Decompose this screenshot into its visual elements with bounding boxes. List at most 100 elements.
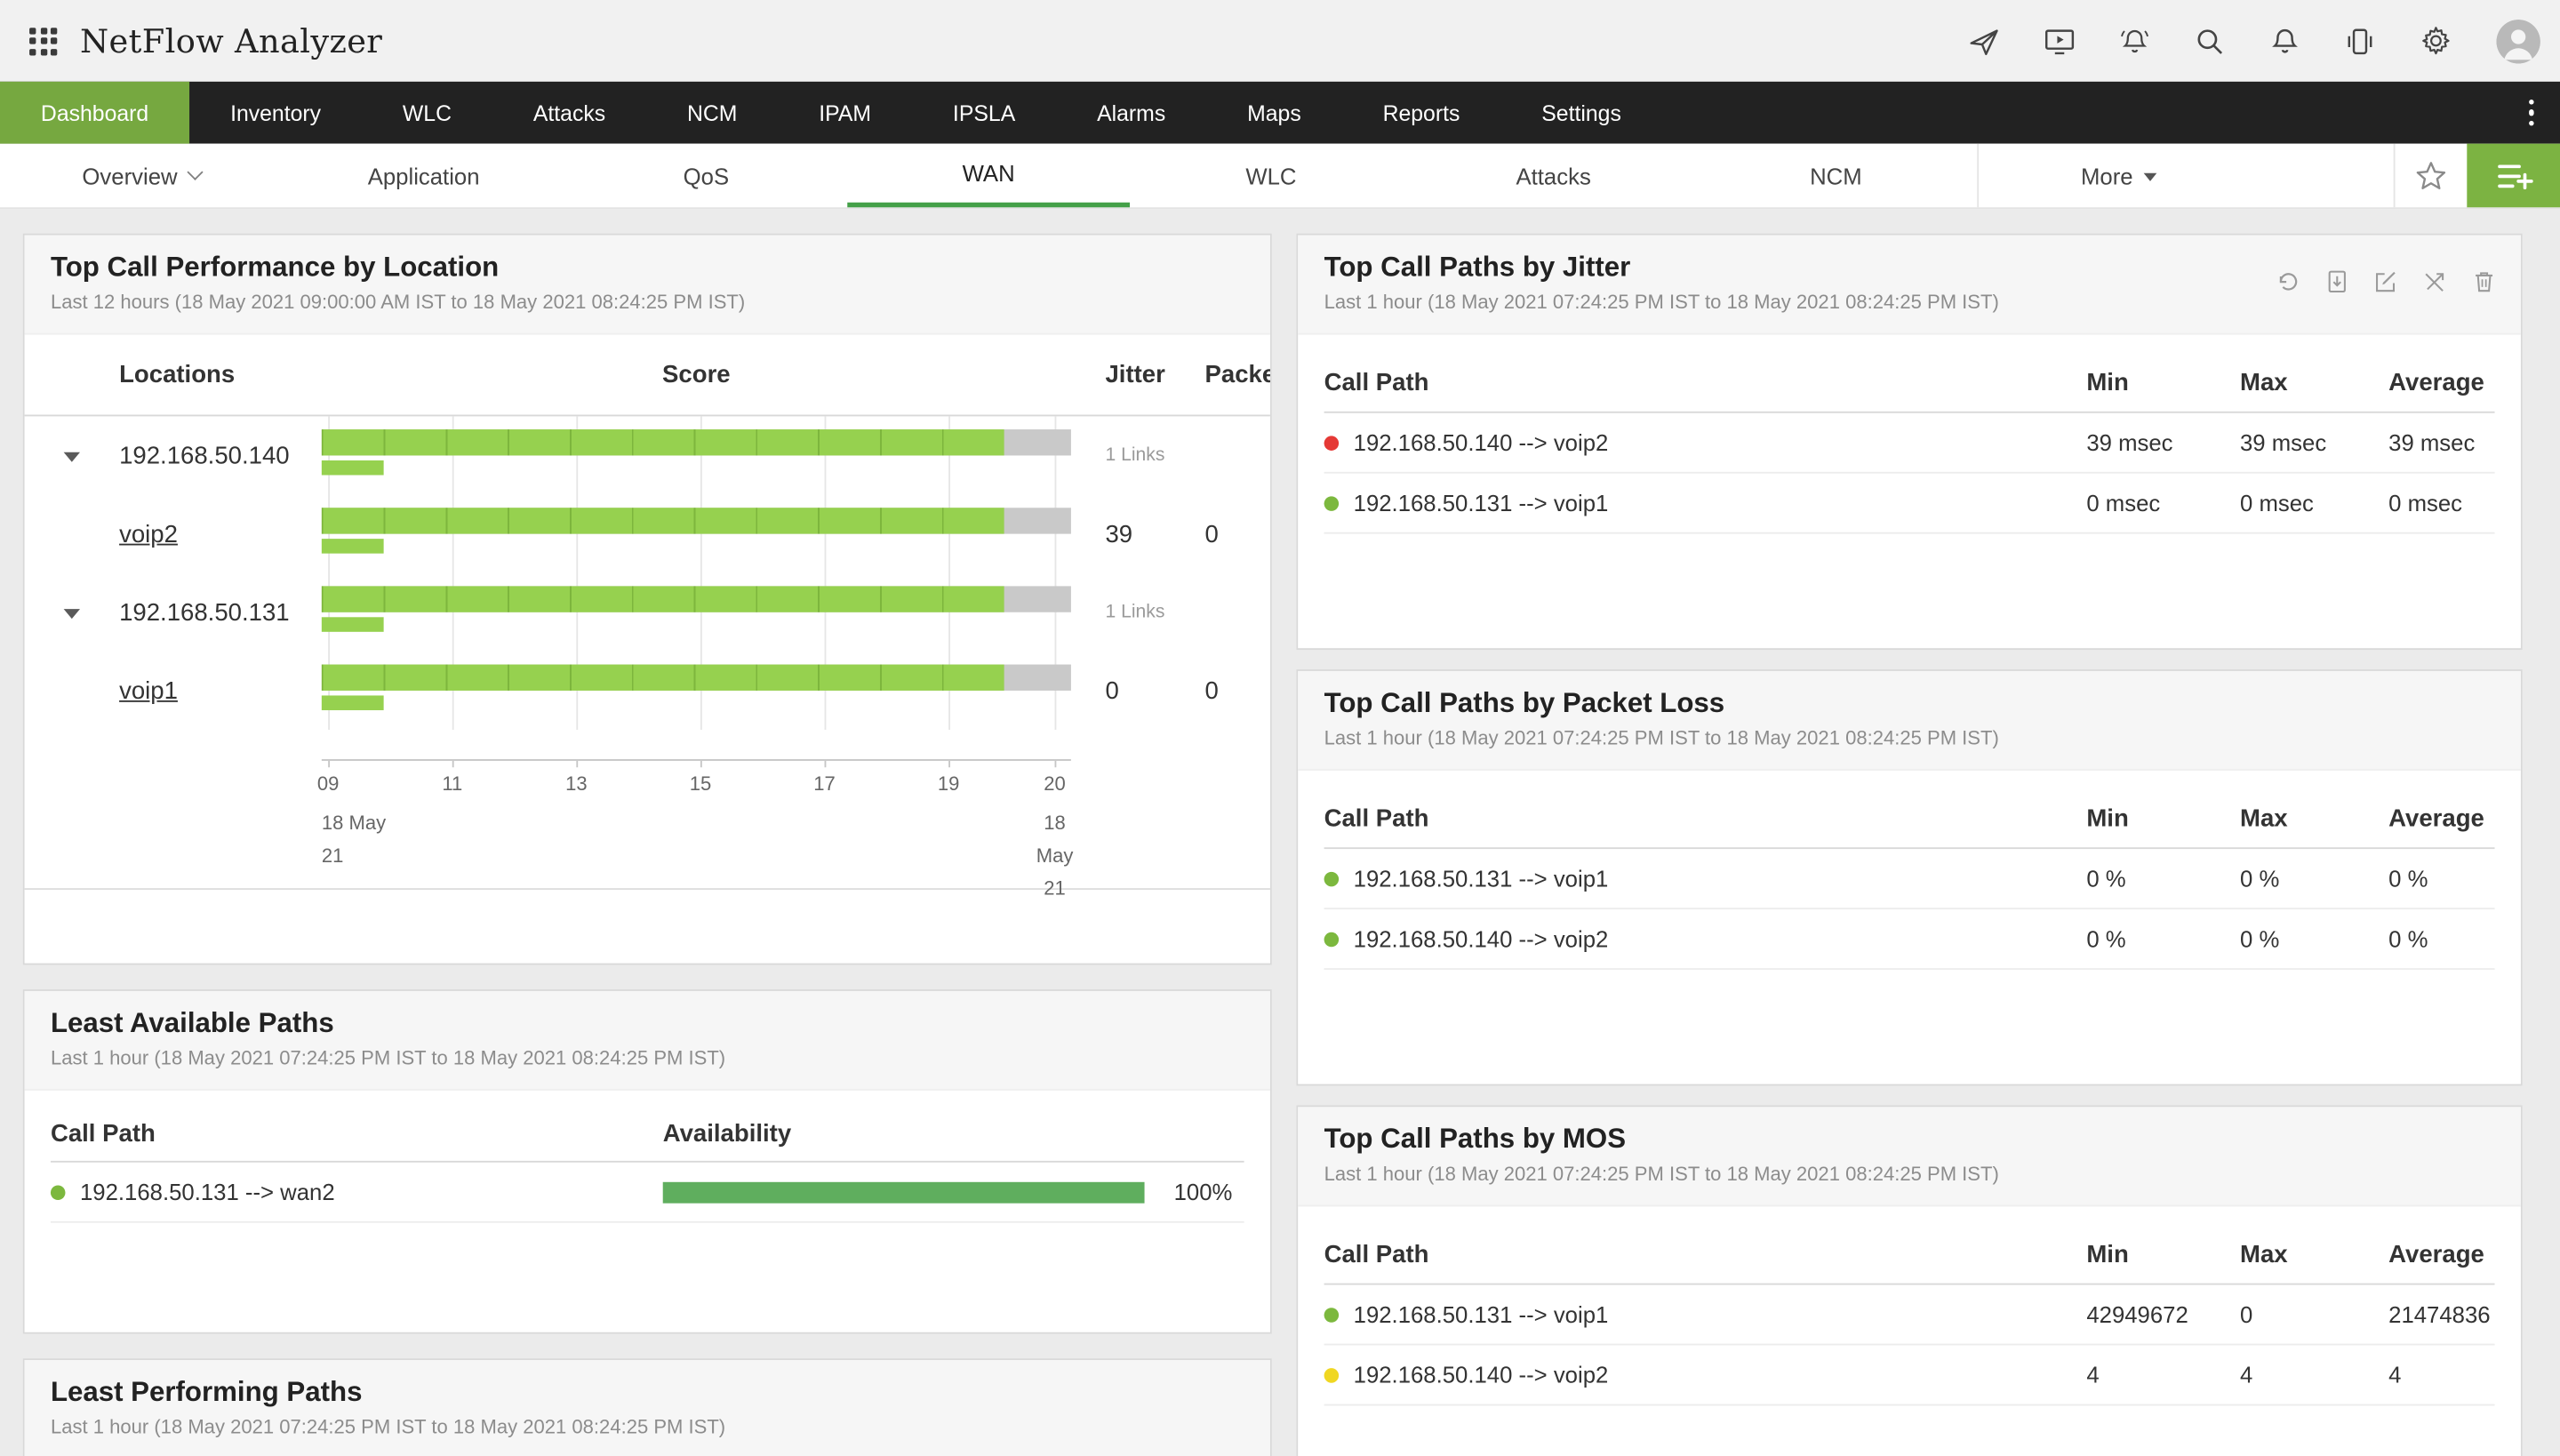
path-link[interactable]: voip1: [119, 676, 178, 705]
average-value: 4: [2388, 1361, 2402, 1388]
subnav-ncm[interactable]: NCM: [1695, 144, 1978, 208]
call-path-row: 192.168.50.131 --> voip1 42949672 0 2147…: [1324, 1285, 2495, 1346]
export-icon[interactable]: [2325, 269, 2350, 294]
subnav-qos[interactable]: QoS: [565, 144, 848, 208]
expand-chevron-icon[interactable]: [63, 452, 80, 462]
average-value: 0 %: [2388, 925, 2428, 952]
settings-gear-icon[interactable]: [2420, 25, 2452, 58]
axis-tick: 13: [565, 772, 588, 796]
max-value: 4: [2239, 1361, 2253, 1388]
dashboard-subnav: Overview Application QoS WAN WLC Attacks…: [0, 143, 2560, 210]
tab-ncm[interactable]: NCM: [686, 100, 738, 125]
favorite-star-icon[interactable]: [2393, 143, 2468, 208]
alerts-bell-icon[interactable]: [2269, 25, 2300, 56]
tab-dashboard[interactable]: Dashboard: [0, 81, 190, 144]
card-title: Least Performing Paths: [50, 1376, 363, 1408]
call-path-label: 192.168.50.131 --> voip1: [1353, 1300, 1609, 1328]
subnav-application-label: Application: [367, 162, 480, 189]
min-value: 0 %: [2086, 925, 2126, 952]
availability-table: Call Path Availability 192.168.50.131 --…: [25, 1091, 1270, 1223]
axis-date-start: 18 May 21: [321, 811, 387, 868]
min-value: 0 msec: [2086, 490, 2161, 516]
tab-settings[interactable]: Settings: [1541, 100, 1621, 125]
column-header-max: Max: [2239, 369, 2288, 397]
apps-grid-icon[interactable]: [29, 27, 58, 55]
tab-ipsla[interactable]: IPSLA: [952, 100, 1016, 125]
add-dashboard-button[interactable]: [2467, 143, 2560, 208]
card-subtitle: Last 1 hour (18 May 2021 07:24:25 PM IST…: [1324, 726, 1999, 750]
max-value: 0 msec: [2239, 490, 2314, 516]
refresh-icon[interactable]: [2276, 269, 2300, 294]
axis-tick: 20: [1044, 772, 1066, 796]
score-bar: [321, 652, 1071, 730]
column-header-jitter: Jitter: [1105, 360, 1165, 389]
notification-ring-icon[interactable]: [2119, 25, 2150, 56]
right-column: Top Call Paths by Jitter Last 1 hour (18…: [1296, 233, 2523, 1456]
subnav-more-label: More: [2081, 162, 2133, 189]
table-header-row: Call Path Min Max Average: [1324, 790, 2495, 850]
column-header-call-path: Call Path: [1324, 369, 1429, 397]
tab-alarms[interactable]: Alarms: [1097, 100, 1166, 125]
min-value: 0 %: [2086, 865, 2126, 892]
card-subtitle: Last 1 hour (18 May 2021 07:24:25 PM IST…: [50, 1415, 726, 1439]
score-bar-fill: [321, 664, 1004, 691]
card-subtitle: Last 1 hour (18 May 2021 07:24:25 PM IST…: [50, 1046, 726, 1070]
subnav-overview[interactable]: Overview: [0, 144, 283, 208]
max-value: 0 %: [2239, 865, 2280, 892]
subnav-wan[interactable]: WAN: [847, 144, 1131, 208]
unpublish-slash-icon[interactable]: [2423, 269, 2448, 294]
left-column: Top Call Performance by Location Last 12…: [22, 233, 1272, 1456]
tab-reports[interactable]: Reports: [1382, 100, 1460, 125]
card-title: Top Call Paths by Packet Loss: [1324, 687, 1725, 719]
performance-row-path: voip1 0 0: [25, 652, 1270, 730]
score-bar-track: [321, 586, 1071, 612]
edit-icon[interactable]: [2374, 269, 2399, 294]
subnav-wlc[interactable]: WLC: [1130, 144, 1412, 208]
links-count: 1 Links: [1105, 445, 1165, 466]
call-path-label: 192.168.50.131 --> voip1: [1353, 490, 1609, 516]
status-dot: [1324, 495, 1340, 510]
tab-inventory[interactable]: Inventory: [230, 100, 322, 125]
delete-icon[interactable]: [2472, 269, 2497, 294]
subnav-more[interactable]: More: [1977, 143, 2260, 208]
links-count: 1 Links: [1105, 602, 1165, 622]
table-header-row: Call Path Min Max Average: [1324, 1226, 2495, 1285]
axis-tick: 15: [689, 772, 712, 796]
card-subtitle: Last 12 hours (18 May 2021 09:00:00 AM I…: [50, 290, 746, 314]
score-bar: [321, 573, 1071, 652]
min-value: 42949672: [2086, 1300, 2188, 1328]
gridline: [824, 416, 827, 731]
card-title: Top Call Paths by Jitter: [1324, 251, 1631, 283]
gridline: [328, 416, 331, 731]
mobile-vibrate-icon[interactable]: [2345, 25, 2376, 56]
average-value: 39 msec: [2388, 429, 2476, 456]
tab-maps[interactable]: Maps: [1247, 100, 1301, 125]
main-nav: Dashboard Inventory WLC Attacks NCM IPAM…: [0, 81, 2560, 144]
score-bar-fill: [321, 429, 1004, 456]
user-avatar[interactable]: [2496, 19, 2540, 63]
path-link[interactable]: voip2: [119, 519, 178, 548]
widget-toolbar: [2276, 269, 2496, 294]
score-bar-fill: [321, 586, 1004, 612]
nav-overflow-menu-icon[interactable]: [2502, 82, 2560, 144]
packet-loss-table: Call Path Min Max Average 192.168.50.131…: [1298, 771, 2521, 971]
average-value: 21474836: [2388, 1300, 2491, 1328]
tab-attacks[interactable]: Attacks: [532, 100, 606, 125]
column-header-score: Score: [662, 360, 731, 389]
column-header-average: Average: [2388, 1240, 2484, 1269]
search-icon[interactable]: [2195, 25, 2226, 56]
call-path-row: 192.168.50.140 --> voip2 0 % 0 % 0 %: [1324, 909, 2495, 971]
demo-screen-icon[interactable]: [2044, 25, 2076, 56]
expand-chevron-icon[interactable]: [63, 609, 80, 620]
subnav-spacer: [2260, 144, 2394, 208]
card-title: Least Available Paths: [50, 1007, 334, 1039]
card-least-performing-paths: Least Performing Paths Last 1 hour (18 M…: [22, 1358, 1272, 1456]
tab-wlc[interactable]: WLC: [402, 100, 452, 125]
min-value: 39 msec: [2086, 429, 2173, 456]
status-dot: [1324, 870, 1340, 886]
tab-ipam[interactable]: IPAM: [819, 100, 872, 125]
launch-rocket-icon[interactable]: [1969, 25, 2000, 56]
subnav-application[interactable]: Application: [283, 144, 565, 208]
availability-value: 100%: [1173, 1179, 1233, 1205]
subnav-attacks[interactable]: Attacks: [1412, 144, 1695, 208]
